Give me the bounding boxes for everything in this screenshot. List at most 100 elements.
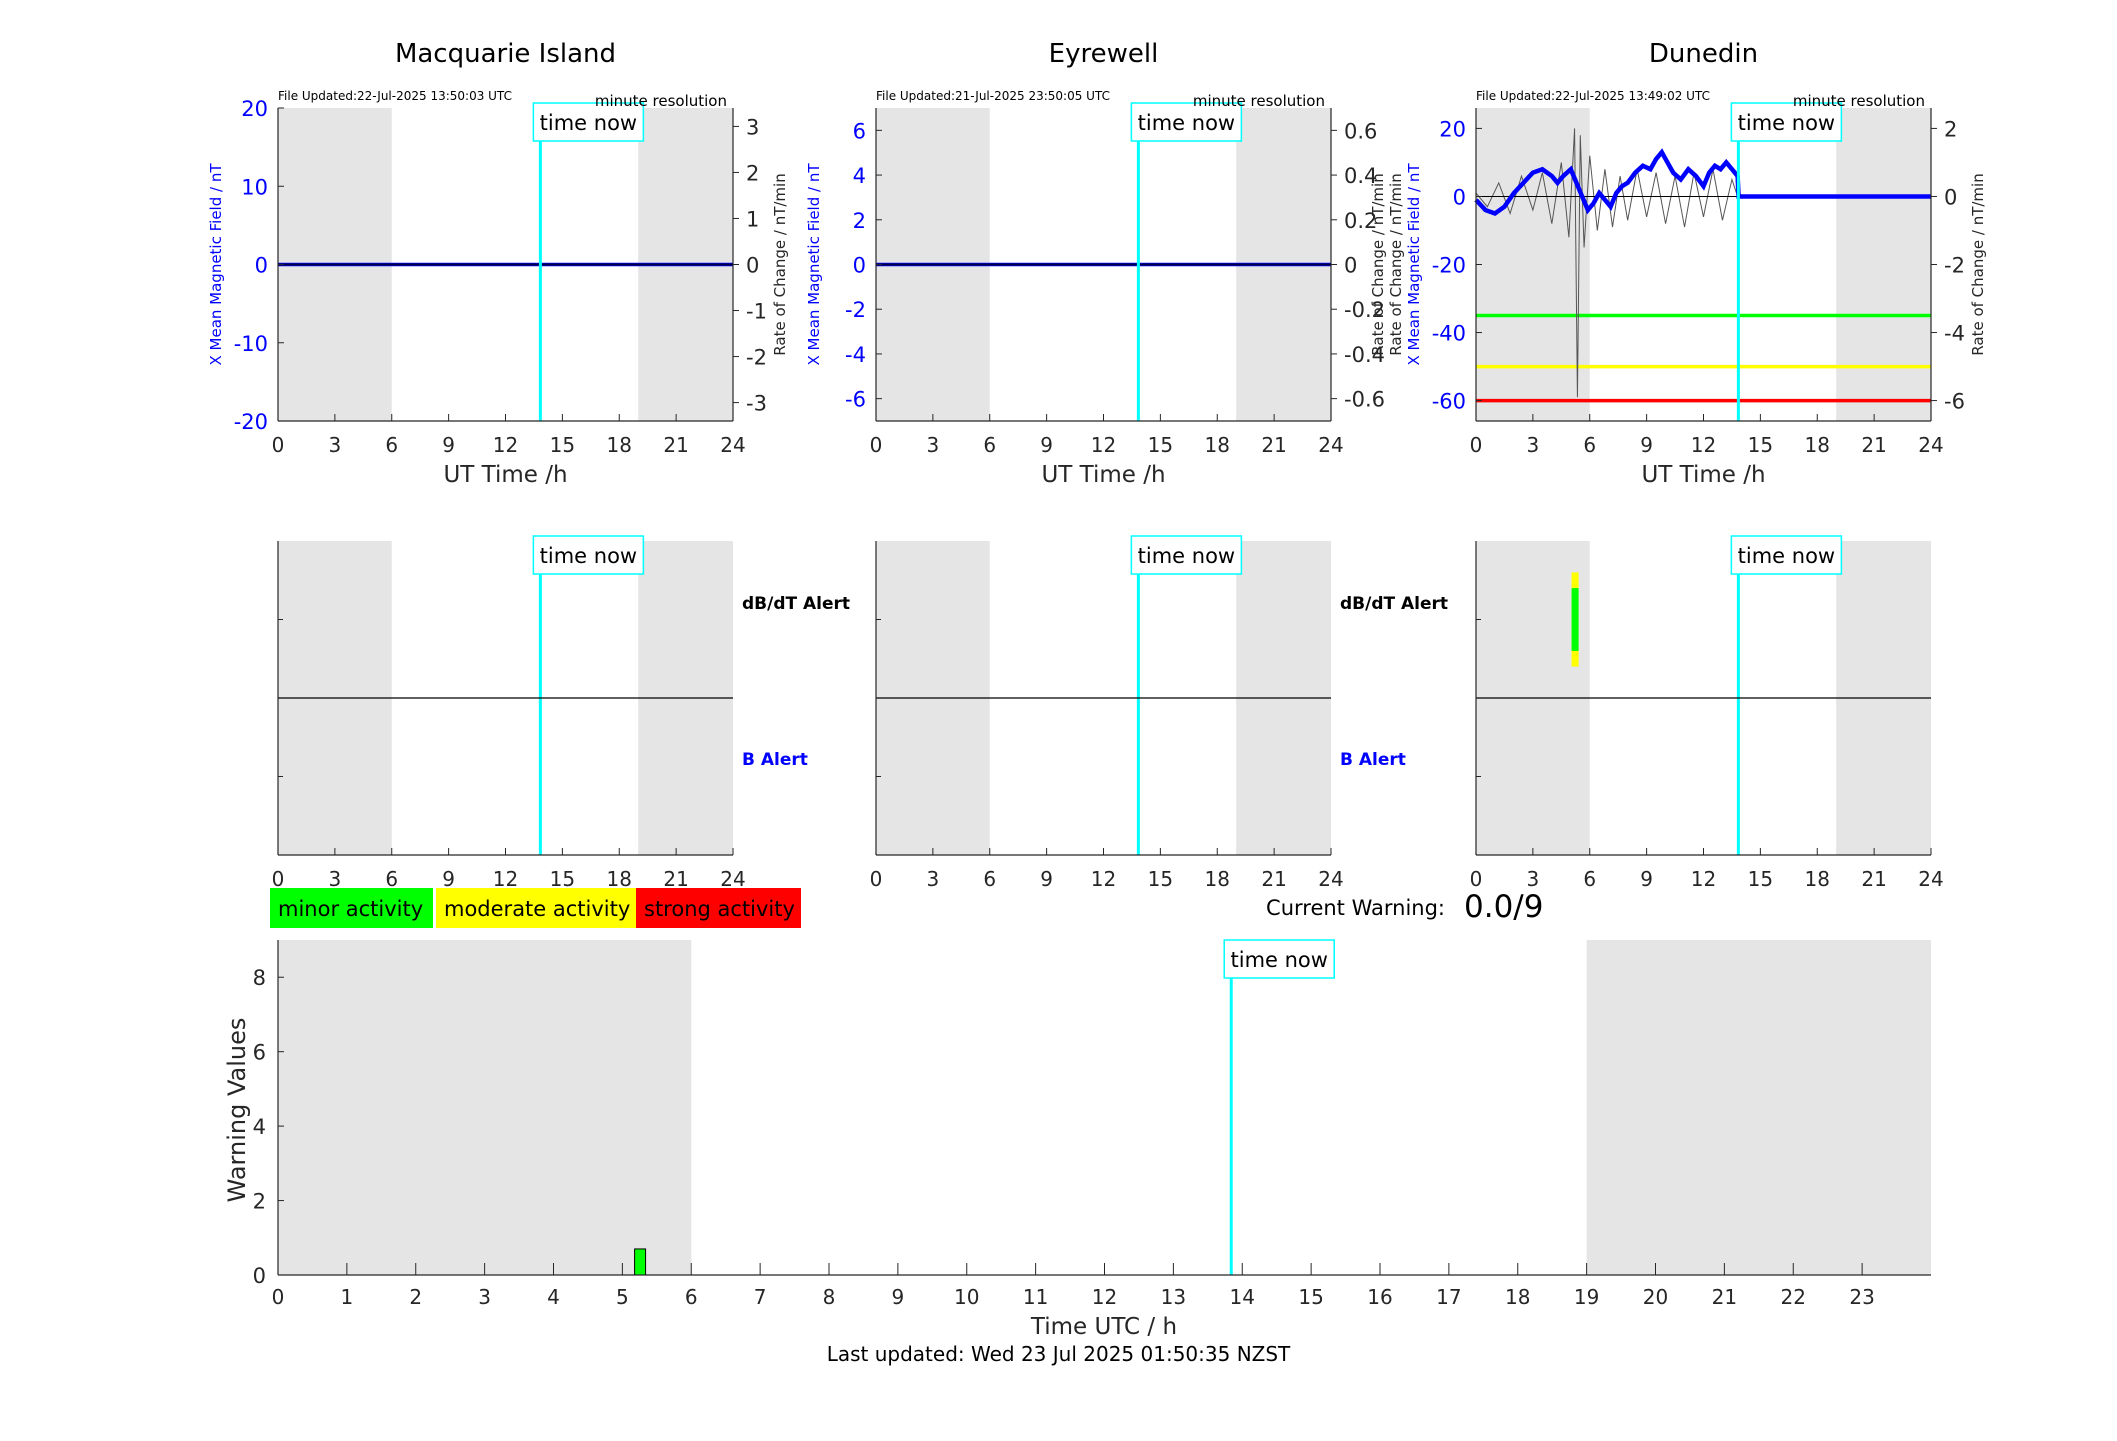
y-left-tick-label: -4 — [845, 343, 866, 367]
x-tick-label: 15 — [550, 433, 575, 457]
time-now-label: time now — [1138, 111, 1235, 135]
x-tick-label: 18 — [1805, 433, 1830, 457]
y-left-tick-label: -40 — [1432, 322, 1466, 346]
y-left-tick-label: -6 — [845, 388, 866, 412]
footer-text: Last updated: Wed 23 Jul 2025 01:50:35 N… — [826, 1342, 1291, 1366]
x-tick-label: 21 — [1712, 1285, 1737, 1309]
y-right-tick-label: 3 — [746, 115, 759, 139]
x-tick-label: 0 — [870, 433, 883, 457]
x-tick-label: 3 — [927, 867, 940, 891]
time-now-label: time now — [1231, 948, 1328, 972]
time-now-box — [532, 535, 645, 575]
x-tick-label: 18 — [607, 867, 632, 891]
y-left-tick-label: 0 — [853, 254, 866, 278]
b-alert-label: B Alert — [1340, 750, 1406, 770]
time-now-label: time now — [1138, 544, 1235, 568]
y-tick-label: 0 — [253, 1264, 266, 1288]
y-right-tick-label: 2 — [746, 161, 759, 185]
y-right-tick-label: 0 — [1344, 254, 1357, 278]
x-tick-label: 24 — [1318, 433, 1343, 457]
y-left-tick-label: 10 — [241, 175, 268, 199]
night-shading — [278, 940, 692, 1275]
x-tick-label: 21 — [1261, 433, 1286, 457]
time-now-label: time now — [1738, 544, 1835, 568]
legend-swatch — [636, 888, 801, 928]
y-left-tick-label: 6 — [853, 119, 866, 143]
x-tick-label: 6 — [685, 1285, 698, 1309]
time-now-label: time now — [540, 544, 637, 568]
x-tick-label: 24 — [720, 433, 745, 457]
x-axis-label: Time UTC / h — [1030, 1314, 1177, 1340]
x-tick-label: 10 — [954, 1285, 979, 1309]
y-right-tick-label: -4 — [1944, 322, 1965, 346]
x-tick-label: 18 — [1205, 433, 1230, 457]
y-right-tick-label: 0 — [1944, 185, 1957, 209]
x-tick-label: 9 — [1040, 433, 1053, 457]
x-tick-label: 0 — [1470, 867, 1483, 891]
x-tick-label: 1 — [341, 1285, 354, 1309]
x-tick-label: 24 — [1918, 433, 1943, 457]
station-title: Dunedin — [1649, 39, 1758, 69]
x-tick-label: 9 — [442, 433, 455, 457]
x-tick-label: 3 — [329, 433, 342, 457]
resolution-text: minute resolution — [1793, 92, 1925, 110]
alert-mark — [1571, 588, 1579, 651]
x-tick-label: 12 — [1091, 433, 1116, 457]
y-left-axis-label: X Mean Magnetic Field / nT — [207, 163, 225, 366]
time-now-box — [1130, 102, 1243, 142]
x-tick-label: 4 — [547, 1285, 560, 1309]
y-right-tick-label: -2 — [1944, 254, 1965, 278]
x-tick-label: 20 — [1643, 1285, 1668, 1309]
x-tick-label: 15 — [1148, 433, 1173, 457]
x-tick-label: 13 — [1161, 1285, 1186, 1309]
rate-of-change-series — [1475, 128, 1739, 398]
y-left-tick-label: -20 — [1432, 254, 1466, 278]
y-left-tick-label: -60 — [1432, 390, 1466, 414]
dbdt-alert-label: dB/dT Alert — [742, 594, 850, 614]
x-tick-label: 15 — [1148, 867, 1173, 891]
x-tick-label: 3 — [478, 1285, 491, 1309]
x-tick-label: 12 — [1691, 867, 1716, 891]
b-alert-label: B Alert — [742, 750, 808, 770]
y-left-tick-label: 20 — [1439, 117, 1466, 141]
legend-label: minor activity — [278, 897, 423, 921]
alert-panel-macquarie-island: time now 0 3 6 9 12 15 18 21 24 dB/dT Alert B Alert — [272, 535, 850, 891]
x-tick-label: 5 — [616, 1285, 629, 1309]
x-tick-label: 23 — [1849, 1285, 1874, 1309]
y-right-tick-label: 0.4 — [1344, 164, 1377, 188]
x-tick-label: 15 — [1748, 867, 1773, 891]
station-title: Macquarie Island — [395, 39, 616, 69]
station-title: Eyrewell — [1049, 39, 1159, 69]
x-tick-label: 6 — [385, 433, 398, 457]
alert-panel-eyrewell: time now 0 3 6 9 12 15 18 21 24 dB/dT Alert B Alert — [870, 535, 1448, 891]
x-tick-label: 15 — [550, 867, 575, 891]
x-tick-label: 24 — [1318, 867, 1343, 891]
y-left-tick-label: 4 — [853, 164, 866, 188]
x-tick-label: 21 — [663, 433, 688, 457]
x-tick-label: 11 — [1023, 1285, 1048, 1309]
x-tick-label: 18 — [1505, 1285, 1530, 1309]
x-tick-label: 12 — [1691, 433, 1716, 457]
x-tick-label: 6 — [983, 433, 996, 457]
x-tick-label: 9 — [442, 867, 455, 891]
y-tick-label: 2 — [253, 1190, 266, 1214]
time-now-box — [1130, 535, 1243, 575]
x-tick-label: 18 — [1805, 867, 1830, 891]
x-tick-label: 21 — [1261, 867, 1286, 891]
field-series — [1474, 148, 1931, 216]
x-axis-label: UT Time /h — [1041, 462, 1165, 488]
legend-swatch — [436, 888, 636, 928]
y-right-tick-label: -0.2 — [1344, 298, 1385, 322]
x-axis-label: UT Time /h — [443, 462, 567, 488]
time-now-box — [1730, 102, 1843, 142]
x-tick-label: 8 — [823, 1285, 836, 1309]
y-right-tick-label: -1 — [746, 300, 767, 324]
y-right-axis-label: Rate of Change / nT/min — [1969, 173, 1987, 355]
x-axis-label: UT Time /h — [1641, 462, 1765, 488]
y-left-tick-label: 2 — [853, 209, 866, 233]
file-updated-text: File Updated:22-Jul-2025 13:50:03 UTC — [278, 89, 512, 103]
